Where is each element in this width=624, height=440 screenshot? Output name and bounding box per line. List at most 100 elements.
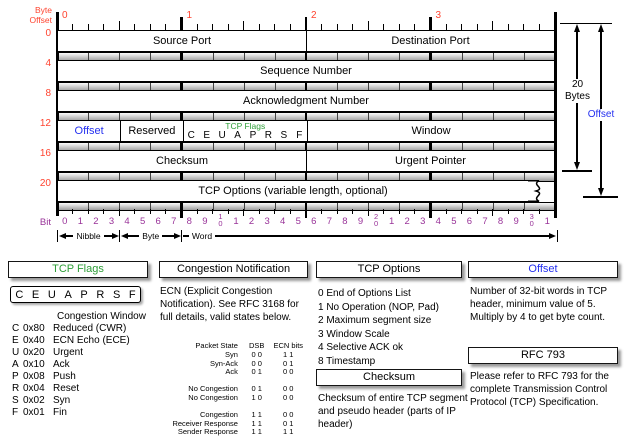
separator-cell [244,83,276,91]
congestion-panel-title: Congestion Notification [176,263,291,275]
ecn-row-state: Syn [224,349,238,359]
separator-byte-tick [429,52,432,60]
panel-offset-header: Offset [468,261,618,278]
flag-item-part: 0x40 [23,335,45,346]
tcp-option-item: 8 Timestamp [318,355,376,367]
bit-number-digit: 1 [218,212,223,221]
separator-cell [431,83,463,91]
bit-number: 2 [93,216,99,227]
separator-byte-tick [180,202,183,209]
separator-cell [338,203,370,210]
top-ruler-tick [134,24,136,30]
top-ruler-tick [445,24,447,30]
separator-cell [338,173,370,181]
separator-cell [431,203,463,210]
sequence-number-label: Sequence Number [260,65,352,77]
scale-endbar [556,230,558,242]
byte-offset-label-line1: Byte [34,5,52,15]
separator-cell [462,83,494,91]
row-offset-number: 8 [45,88,51,99]
bottom-ruler-tick [383,209,385,214]
separator-byte-tick [429,112,432,120]
flag-item-part: Urgent [53,347,84,358]
flag-item-part: U [12,347,20,358]
separator-cell [213,83,245,91]
top-ruler-tick [227,24,229,30]
separator-cell [338,83,370,91]
flag-item-part: F [12,407,19,418]
separator-cell [213,143,245,151]
flag-item-part: A [12,359,19,370]
flag-item-part: P [12,371,19,382]
top-ruler-tick [304,17,308,30]
flag-letter: U [218,130,226,141]
separator-cell [431,53,463,61]
top-ruler-tick [103,24,105,30]
field-checksum: Checksum [58,151,306,171]
tcp-option-item: 3 Window Scale [318,328,390,340]
field-urgent-pointer: Urgent Pointer [306,151,554,171]
separator-cell [244,203,276,210]
bottom-ruler-tick [492,209,494,216]
flags-box-letter: P [80,288,88,301]
flag-item-part: 0x01 [23,407,45,418]
ecn-row-ecn: 0 0 [283,392,294,402]
ecn-row-dsb: 0 1 [251,367,262,377]
scale-byte: Byte [120,230,181,242]
bit-number-digit: 0 [529,218,534,228]
separator-cell [493,113,525,121]
flag-item-part: S [12,395,19,406]
flag-item-part: 0x02 [23,395,45,406]
row-offset-number: 4 [45,58,51,69]
ecn-row-dsb: 0 1 [251,384,262,394]
bottom-ruler-tick [243,209,245,216]
flag-item-part: Ack [53,359,70,370]
separator-byte-tick [304,172,308,180]
separator-cell [431,173,463,181]
bit-number: 9 [357,216,364,227]
bottom-ruler-tick [321,209,323,214]
bit-number: 6 [155,216,161,227]
flag-letter: P [249,130,257,141]
separator-cell [58,83,90,91]
flag-list-item: S 0x02 Syn [12,395,130,407]
flag-letter: C [187,130,195,141]
top-ruler-tick [258,24,260,30]
panel-rfc793-header: RFC 793 [468,347,618,364]
separator-byte-tick [180,52,183,60]
tcp-option-item: 1 No Operation (NOP, Pad) [318,301,439,313]
bottom-ruler-tick [149,209,151,214]
flag-item-part: Fin [53,407,67,418]
separator-cell [151,203,183,210]
separator-cell [493,203,525,210]
flag-item-part: C [12,323,20,334]
top-ruler-tick [352,24,354,30]
bit-axis-label: Bit [39,217,51,228]
separator-cell [244,53,276,61]
tcp-options-list: 0 End of Options List 1 No Operation (NOP… [318,287,439,368]
top-ruler-tick [492,21,494,30]
ecn-row-ecn: 1 1 [283,427,294,437]
tcp-flags-list: C 0x80 Reduced (CWR) E 0x40 ECN Echo (ECE) U 0x… [12,323,130,419]
arrow-right-icon [111,233,119,239]
panel-congestion-header: Congestion Notification [159,261,308,278]
flag-list-item: R 0x04 Reset [12,383,130,395]
tcp-option-item: 2 Maximum segment size [318,315,432,326]
bottom-ruler-tick [72,209,74,214]
ecn-row-state: No Congestion [188,384,238,394]
separator-byte-tick [304,202,308,209]
top-byte-number: 3 [435,10,442,21]
offset-field-label: Offset [74,125,104,137]
row-offset-number: 12 [39,118,51,129]
top-ruler-tick [461,24,463,30]
checksum-panel-title: Checksum [363,371,415,383]
row-offset-number: 0 [45,28,51,39]
word-label: Word [191,231,213,241]
flag-item-part: Syn [53,395,71,406]
separator-cell [120,53,152,61]
bottom-ruler-tick [118,209,120,216]
grid-left-bar [55,12,59,216]
separator-cell [493,53,525,61]
